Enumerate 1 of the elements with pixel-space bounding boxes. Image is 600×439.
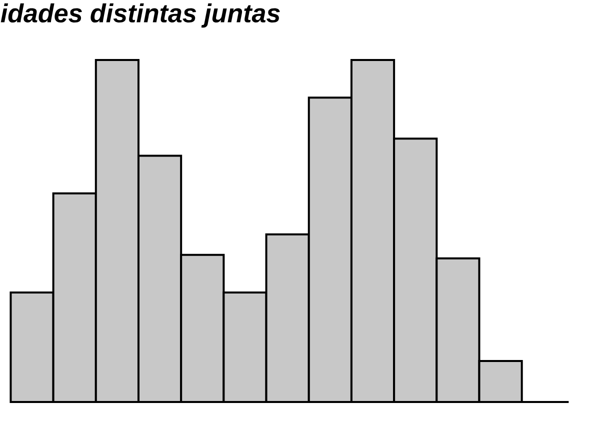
chart-title: idades distintas juntas xyxy=(0,3,280,28)
